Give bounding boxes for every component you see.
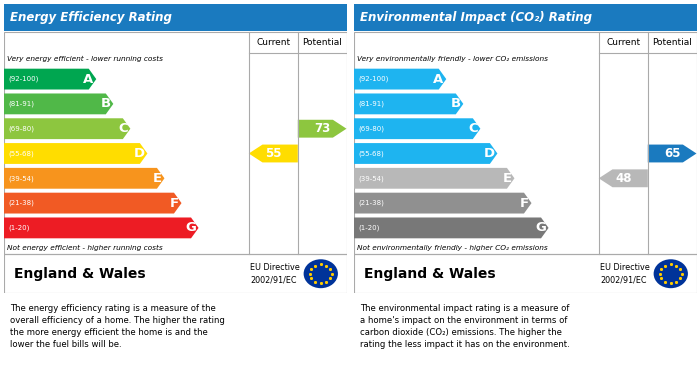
Bar [354,4,696,30]
Text: Very environmentally friendly - lower CO₂ emissions: Very environmentally friendly - lower CO… [357,56,548,62]
Text: Potential: Potential [652,38,692,47]
Polygon shape [354,217,549,239]
Bar [354,254,696,293]
Text: EU Directive: EU Directive [251,263,300,272]
Bar [4,4,346,30]
Text: (1-20): (1-20) [8,225,30,231]
Text: 55: 55 [265,147,281,160]
Text: B: B [101,97,111,110]
Text: 2002/91/EC: 2002/91/EC [251,276,297,285]
Circle shape [654,259,688,288]
Text: (69-80): (69-80) [358,126,384,132]
Circle shape [304,259,338,288]
Polygon shape [4,118,130,139]
Text: The environmental impact rating is a measure of
a home's impact on the environme: The environmental impact rating is a mea… [360,304,570,349]
Polygon shape [354,93,463,114]
Text: (69-80): (69-80) [8,126,34,132]
Text: Environmental Impact (CO₂) Rating: Environmental Impact (CO₂) Rating [360,11,592,24]
Polygon shape [4,143,148,164]
Text: (92-100): (92-100) [358,76,389,83]
Text: (1-20): (1-20) [358,225,380,231]
Text: Not environmentally friendly - higher CO₂ emissions: Not environmentally friendly - higher CO… [357,245,547,251]
Text: (21-38): (21-38) [8,200,34,206]
Polygon shape [4,193,181,213]
Text: (81-91): (81-91) [8,100,34,107]
Text: (39-54): (39-54) [358,175,384,181]
Text: A: A [433,73,444,86]
Bar [4,254,346,293]
Polygon shape [4,168,164,189]
Text: G: G [535,221,546,234]
Text: England & Wales: England & Wales [364,267,496,281]
Text: England & Wales: England & Wales [14,267,146,281]
Polygon shape [248,145,298,162]
Text: F: F [519,197,528,210]
Text: Current: Current [256,38,290,47]
Text: Energy Efficiency Rating: Energy Efficiency Rating [10,11,172,24]
Text: E: E [153,172,162,185]
Text: The energy efficiency rating is a measure of the
overall efficiency of a home. T: The energy efficiency rating is a measur… [10,304,225,349]
Text: B: B [451,97,461,110]
Text: Current: Current [606,38,641,47]
Text: C: C [468,122,477,135]
Text: 65: 65 [664,147,680,160]
Text: 48: 48 [615,172,631,185]
Text: Potential: Potential [302,38,342,47]
Polygon shape [298,120,346,138]
Text: Not energy efficient - higher running costs: Not energy efficient - higher running co… [7,245,162,251]
Text: C: C [118,122,127,135]
Polygon shape [598,169,648,187]
Text: (55-68): (55-68) [8,150,34,157]
Polygon shape [4,69,97,90]
Bar [4,32,346,254]
Polygon shape [354,69,447,90]
Text: E: E [503,172,512,185]
Polygon shape [354,118,480,139]
Polygon shape [354,193,531,213]
Text: (21-38): (21-38) [358,200,384,206]
Text: (92-100): (92-100) [8,76,39,83]
Polygon shape [354,143,498,164]
Text: D: D [134,147,145,160]
Text: EU Directive: EU Directive [601,263,650,272]
Text: A: A [83,73,94,86]
Text: (39-54): (39-54) [8,175,34,181]
Polygon shape [4,93,113,114]
Text: (55-68): (55-68) [358,150,384,157]
Text: (81-91): (81-91) [358,100,384,107]
Text: 73: 73 [314,122,330,135]
Polygon shape [4,217,199,239]
Text: F: F [169,197,178,210]
Text: G: G [185,221,196,234]
Text: D: D [484,147,495,160]
Text: 2002/91/EC: 2002/91/EC [601,276,647,285]
Text: Very energy efficient - lower running costs: Very energy efficient - lower running co… [7,56,163,62]
Bar [354,32,696,254]
Polygon shape [354,168,514,189]
Polygon shape [648,145,696,162]
